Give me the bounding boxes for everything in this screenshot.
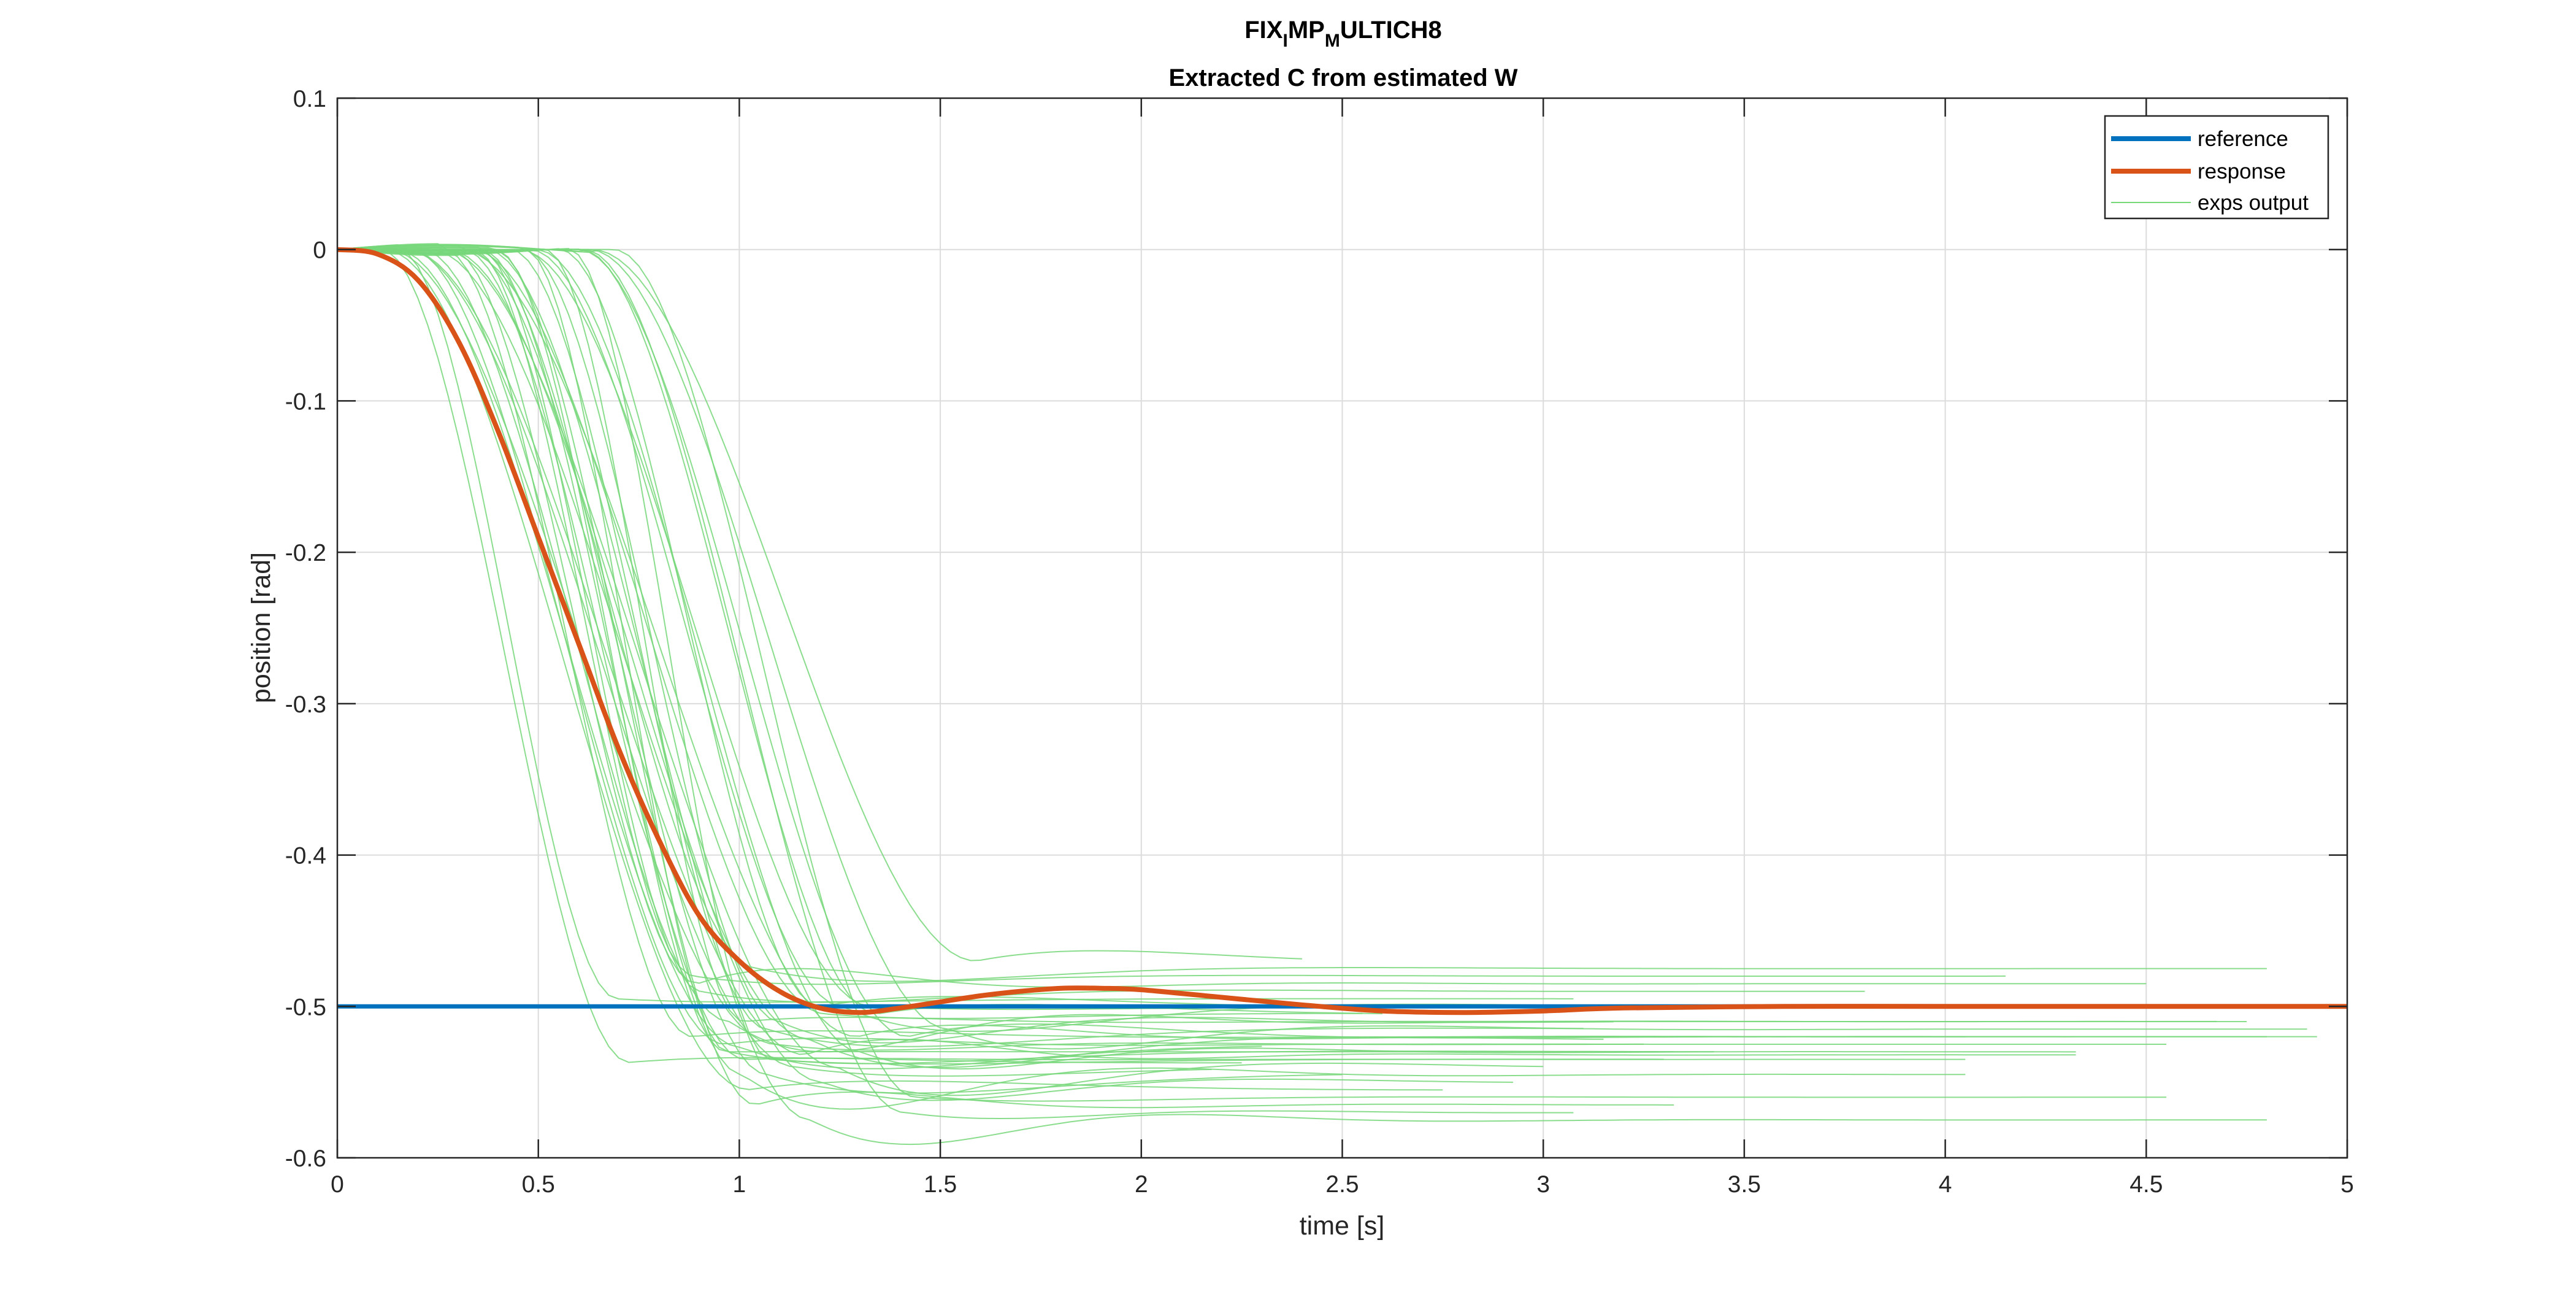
exps-output-line xyxy=(337,248,2076,1070)
y-tick-label: -0.6 xyxy=(285,1146,326,1172)
exps-output-line xyxy=(337,248,2167,1046)
exps-output-line xyxy=(337,248,1363,1019)
x-tick-label: 5 xyxy=(2340,1171,2354,1198)
x-tick-label: 0 xyxy=(331,1171,344,1198)
legend-label-reference: reference xyxy=(2198,127,2288,151)
exps-output-line xyxy=(337,248,1966,1110)
exps-output-line xyxy=(337,248,2307,1050)
exps-output-line xyxy=(337,248,1584,1047)
exps-output-line xyxy=(337,247,1674,1053)
exps-output-line xyxy=(337,243,1544,1096)
response-line xyxy=(337,247,2347,1015)
x-axis-label: time [s] xyxy=(1300,1211,1385,1241)
legend-box xyxy=(2104,115,2329,220)
exps-output-line xyxy=(337,245,1262,1069)
title-part-1: I xyxy=(1282,31,1287,51)
exps-output-line xyxy=(337,248,2006,985)
x-tick-label: 0.5 xyxy=(522,1171,555,1198)
exps-output-line xyxy=(337,247,1674,1109)
legend-label-response: response xyxy=(2198,160,2286,183)
y-tick-label: 0.1 xyxy=(293,86,326,112)
tick-layer: 0 0.5 1 1.5 2 2.5 3 3.5 4 4.5 5 0.1 0 -0.1 -0.2 -0.3 -0.… xyxy=(285,86,2354,1198)
y-tick-label: -0.3 xyxy=(285,691,326,718)
exps-output-line xyxy=(337,248,1343,1094)
exps-output-line xyxy=(337,248,2167,1102)
x-tick-label: 2 xyxy=(1135,1171,1148,1198)
exps-output-line xyxy=(337,248,2217,1053)
exps-output-line xyxy=(337,247,1242,1064)
exps-output-line xyxy=(337,248,1443,1091)
y-tick-label: -0.2 xyxy=(285,540,326,566)
x-tick-label: 1 xyxy=(733,1171,746,1198)
data-layer xyxy=(337,243,2347,1146)
legend-label-exps-output: exps output xyxy=(2198,191,2309,215)
y-tick-label: 0 xyxy=(313,237,326,264)
title-part-0: FIX xyxy=(1244,17,1283,44)
x-tick-label: 4 xyxy=(1939,1171,1952,1198)
x-tick-label: 3.5 xyxy=(1728,1171,1761,1198)
x-tick-label: 2.5 xyxy=(1325,1171,1359,1198)
y-tick-label: -0.5 xyxy=(285,994,326,1020)
chart-subtitle: Extracted C from estimated W xyxy=(1168,64,1517,91)
x-tick-label: 1.5 xyxy=(924,1171,957,1198)
exps-output-line xyxy=(337,248,2267,982)
exps-output-line xyxy=(337,248,1966,1061)
y-tick-label: -0.4 xyxy=(285,843,326,869)
title-part-2: MP xyxy=(1288,17,1325,44)
exps-output-line xyxy=(337,245,2317,1039)
exps-output-line xyxy=(337,248,2076,1060)
title-part-3: M xyxy=(1325,31,1340,51)
legend: reference response exps output xyxy=(2104,115,2329,220)
exps-output-line xyxy=(337,248,1614,1044)
y-axis-label: position [rad] xyxy=(247,552,276,703)
x-tick-label: 4.5 xyxy=(2129,1171,2163,1198)
chart-title: FIXIMPMULTICH8 xyxy=(1244,17,1442,51)
title-part-4: ULTICH8 xyxy=(1340,17,1442,44)
y-tick-label: -0.1 xyxy=(285,388,326,415)
x-tick-label: 3 xyxy=(1536,1171,1550,1198)
